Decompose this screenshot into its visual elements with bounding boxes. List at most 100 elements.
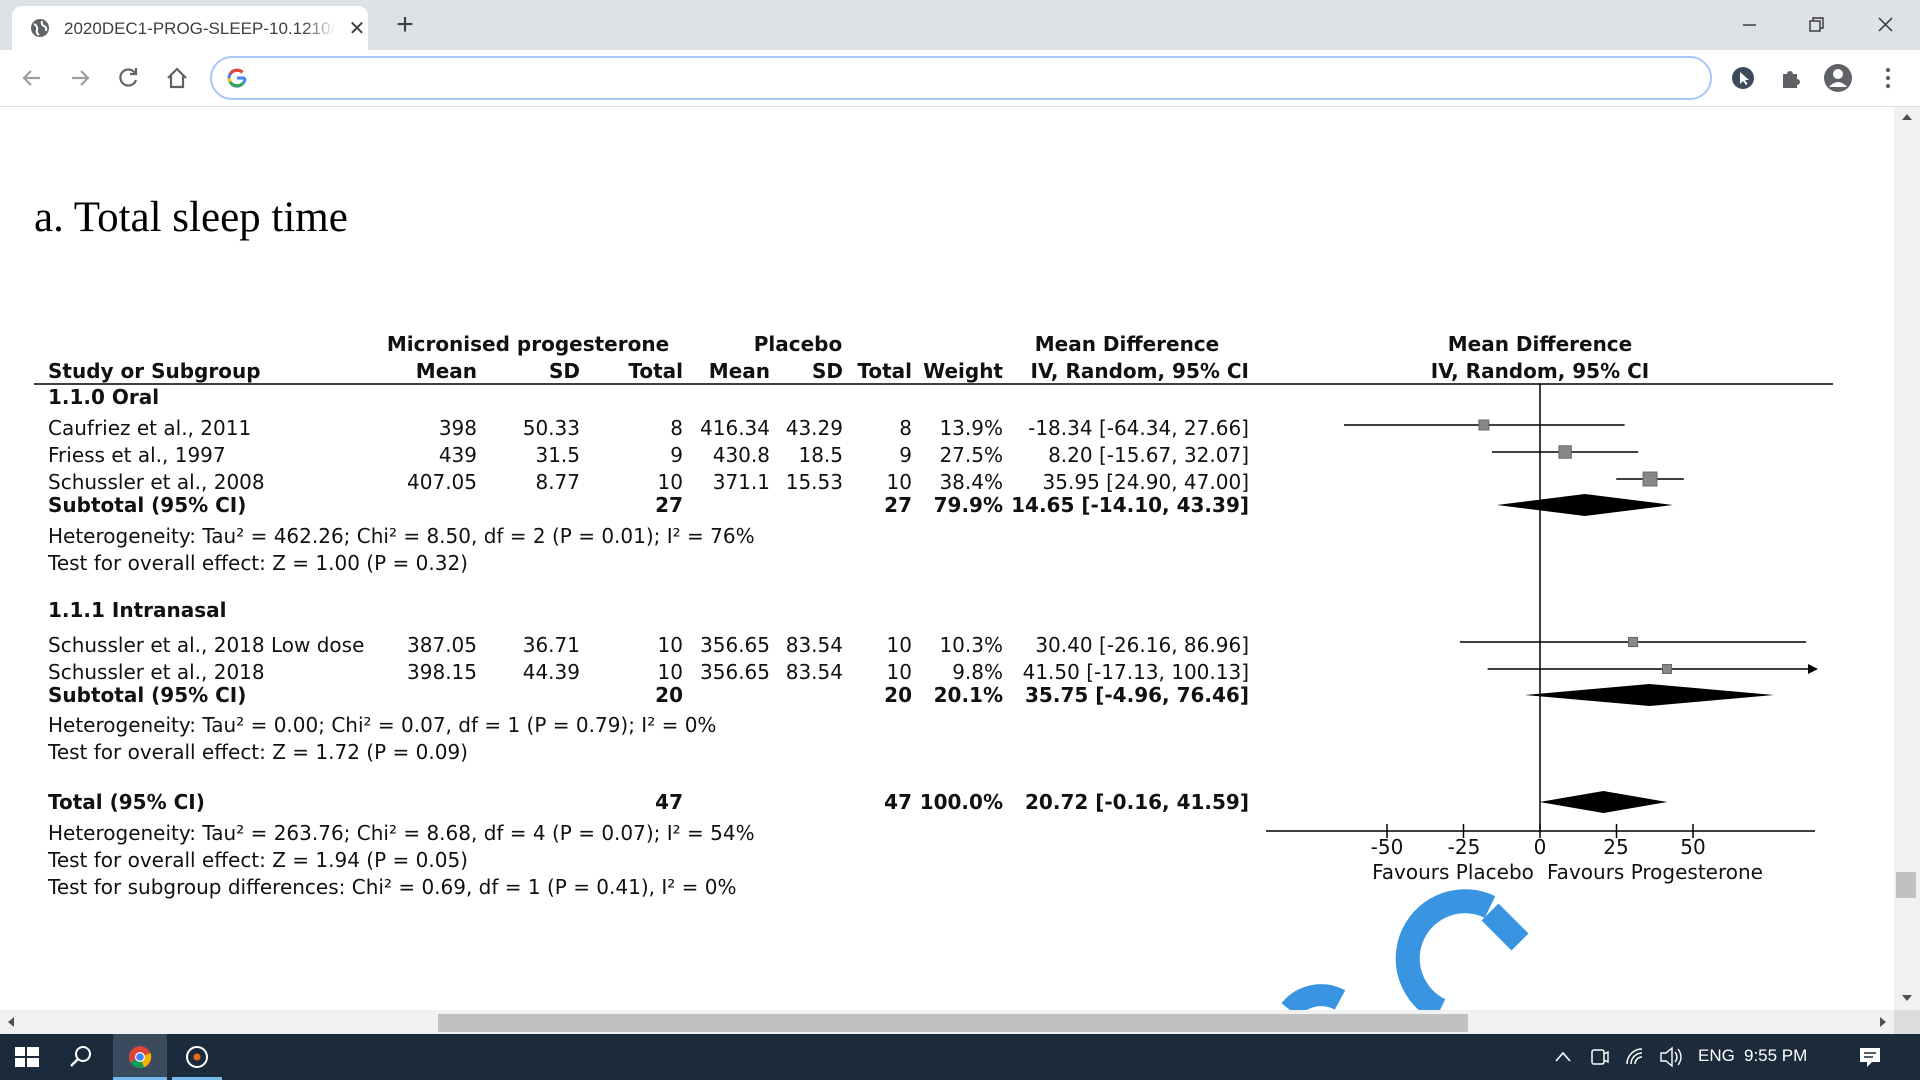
cell-n2: 10 bbox=[887, 470, 912, 494]
tab-strip: 2020DEC1-PROG-SLEEP-10.1210/ ✕ + bbox=[0, 0, 1920, 50]
meet-now-icon[interactable] bbox=[1588, 1034, 1610, 1080]
taskbar-media-button[interactable] bbox=[172, 1034, 222, 1080]
header-plot: Mean Difference bbox=[1448, 332, 1632, 356]
cell-sd1: 36.71 bbox=[523, 633, 580, 657]
study-marker bbox=[1661, 663, 1672, 675]
header-mean1: Mean bbox=[416, 359, 477, 383]
total-row: Total (95% CI) 47 47 100.0% 20.72 [-0.16… bbox=[48, 790, 1249, 814]
system-clock[interactable]: 9:55 PM bbox=[1744, 1046, 1808, 1065]
cell-mean2: 356.65 bbox=[700, 633, 770, 657]
scroll-up-arrow-icon[interactable] bbox=[1901, 112, 1913, 122]
heterogeneity-text: Heterogeneity: Tau² = 0.00; Chi² = 0.07,… bbox=[48, 713, 716, 737]
total-n2: 47 bbox=[884, 790, 912, 814]
cell-n2: 10 bbox=[887, 660, 912, 684]
home-icon[interactable] bbox=[163, 64, 191, 92]
back-arrow-icon[interactable] bbox=[18, 64, 46, 92]
pooled-diamond bbox=[1524, 684, 1774, 706]
reload-icon[interactable] bbox=[114, 64, 142, 92]
study-marker bbox=[1642, 471, 1658, 487]
subtotal-label: Subtotal (95% CI) bbox=[48, 493, 246, 517]
cell-ci: 30.40 [-26.16, 86.96] bbox=[1035, 633, 1249, 657]
close-tab-icon[interactable]: ✕ bbox=[348, 18, 366, 40]
google-icon bbox=[227, 68, 247, 88]
table-row: Friess et al., 1997 439 31.5 9 430.8 18.… bbox=[48, 443, 1249, 467]
browser-toolbar bbox=[0, 50, 1920, 107]
subtotal-ci: 35.75 [-4.96, 76.46] bbox=[1025, 683, 1249, 707]
study-name: Schussler et al., 2008 bbox=[48, 470, 265, 494]
windows-start-icon[interactable] bbox=[12, 1034, 42, 1080]
scroll-down-arrow-icon[interactable] bbox=[1901, 993, 1913, 1003]
cursor-extension-icon[interactable] bbox=[1728, 63, 1758, 93]
cell-ci: -18.34 [-64.34, 27.66] bbox=[1028, 416, 1249, 440]
subtotal-weight: 79.9% bbox=[934, 493, 1003, 517]
scroll-right-arrow-icon[interactable] bbox=[1878, 1016, 1888, 1028]
study-marker bbox=[1558, 445, 1572, 459]
cell-mean1: 439 bbox=[439, 443, 477, 467]
tick-label: 0 bbox=[1534, 835, 1547, 859]
url-input[interactable] bbox=[268, 66, 1672, 90]
subtotal-n1: 20 bbox=[655, 683, 683, 707]
globe-icon bbox=[31, 19, 49, 37]
table-row: Caufriez et al., 2011 398 50.33 8 416.34… bbox=[48, 416, 1249, 440]
study-name: Friess et al., 1997 bbox=[48, 443, 226, 467]
subgroup-label-intranasal: 1.1.1 Intranasal bbox=[48, 598, 227, 622]
vertical-scrollbar[interactable] bbox=[1894, 107, 1920, 1010]
subtotal-n1: 27 bbox=[655, 493, 683, 517]
cell-n1: 10 bbox=[658, 660, 683, 684]
header-mean2: Mean bbox=[709, 359, 770, 383]
favours-progesterone-label: Favours Progesterone bbox=[1547, 860, 1763, 884]
header-weight: Weight bbox=[923, 359, 1003, 383]
tick-label: 50 bbox=[1680, 835, 1705, 859]
tab-title: 2020DEC1-PROG-SLEEP-10.1210/ bbox=[64, 19, 336, 38]
tick-label: -50 bbox=[1371, 835, 1404, 859]
forward-arrow-icon[interactable] bbox=[66, 64, 94, 92]
overall-effect-text: Test for overall effect: Z = 1.00 (P = 0… bbox=[47, 551, 468, 575]
notifications-icon[interactable] bbox=[1858, 1034, 1882, 1080]
header-md-method: IV, Random, 95% CI bbox=[1031, 359, 1249, 383]
menu-kebab-icon[interactable] bbox=[1873, 63, 1903, 93]
cell-ci: 8.20 [-15.67, 32.07] bbox=[1048, 443, 1249, 467]
cell-sd2: 43.29 bbox=[786, 416, 843, 440]
study-name: Caufriez et al., 2011 bbox=[48, 416, 251, 440]
wifi-icon[interactable] bbox=[1624, 1034, 1648, 1080]
header-group1: Micronised progesterone bbox=[387, 332, 669, 356]
table-row: Schussler et al., 2018 Low dose 387.05 3… bbox=[48, 633, 1249, 657]
close-window-icon[interactable] bbox=[1871, 12, 1899, 38]
new-tab-button[interactable]: + bbox=[396, 8, 414, 41]
chrome-icon bbox=[129, 1046, 152, 1069]
browser-tab[interactable]: 2020DEC1-PROG-SLEEP-10.1210/ ✕ bbox=[12, 6, 368, 50]
cell-sd1: 31.5 bbox=[535, 443, 580, 467]
subtotal-label: Subtotal (95% CI) bbox=[48, 683, 246, 707]
total-n1: 47 bbox=[655, 790, 683, 814]
subtotal-ci: 14.65 [-14.10, 43.39] bbox=[1011, 493, 1249, 517]
minimize-icon[interactable] bbox=[1735, 12, 1763, 38]
ci-arrow bbox=[1808, 664, 1818, 674]
cell-sd1: 8.77 bbox=[535, 470, 580, 494]
cell-weight: 10.3% bbox=[939, 633, 1003, 657]
language-indicator[interactable]: ENG bbox=[1698, 1046, 1735, 1065]
cell-mean1: 398 bbox=[439, 416, 477, 440]
cell-weight: 27.5% bbox=[939, 443, 1003, 467]
header-sd2: SD bbox=[812, 359, 843, 383]
search-icon[interactable] bbox=[66, 1034, 96, 1080]
cell-sd2: 83.54 bbox=[786, 633, 843, 657]
forest-plot: Micronised progesterone Placebo Mean Dif… bbox=[34, 332, 1833, 1010]
volume-icon[interactable] bbox=[1658, 1034, 1684, 1080]
cell-sd2: 18.5 bbox=[798, 443, 843, 467]
subtotal-n2: 27 bbox=[884, 493, 912, 517]
horizontal-scroll-thumb[interactable] bbox=[438, 1014, 1468, 1032]
subgroup-differences-text: Test for subgroup differences: Chi² = 0.… bbox=[47, 875, 736, 899]
profile-avatar-icon[interactable] bbox=[1823, 63, 1853, 93]
header-md: Mean Difference bbox=[1035, 332, 1219, 356]
vertical-scroll-thumb[interactable] bbox=[1896, 872, 1916, 898]
restore-icon[interactable] bbox=[1802, 12, 1830, 38]
cell-n1: 10 bbox=[658, 633, 683, 657]
taskbar-chrome-button[interactable] bbox=[113, 1034, 167, 1080]
tick-label: -25 bbox=[1448, 835, 1481, 859]
total-label: Total (95% CI) bbox=[48, 790, 205, 814]
chevron-up-icon[interactable] bbox=[1553, 1034, 1573, 1080]
extensions-puzzle-icon[interactable] bbox=[1776, 63, 1806, 93]
address-bar[interactable] bbox=[210, 56, 1712, 100]
scroll-left-arrow-icon[interactable] bbox=[6, 1016, 16, 1028]
watermark-logo bbox=[1281, 889, 1529, 1010]
